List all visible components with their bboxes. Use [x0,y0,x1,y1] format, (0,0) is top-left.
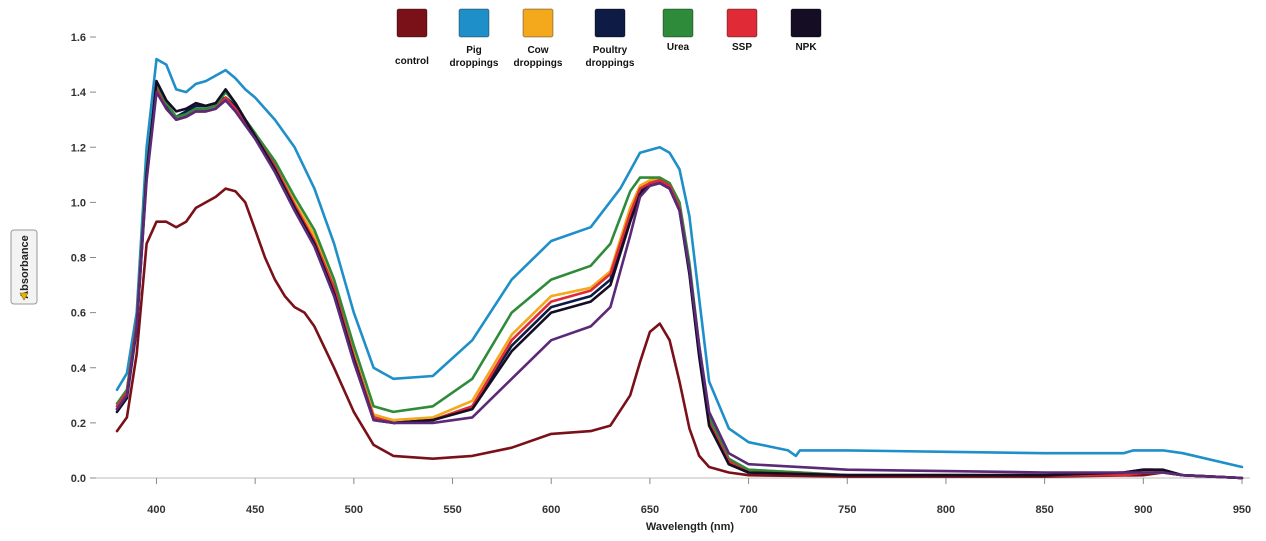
x-tick-label: 900 [1134,504,1152,516]
series-lines [115,57,1244,480]
series-line-7 [115,79,1244,480]
axes: 400 450 500 550 600 650 700 750 800 850 900 950 0.0 0… [71,32,1251,516]
x-tick-label: 800 [937,504,955,516]
x-tick-label: 550 [443,504,461,516]
y-tick-label: 1.0 [71,197,86,209]
x-tick-label: 400 [147,504,165,516]
x-tick-label: 950 [1233,504,1251,516]
x-tick-label: 850 [1035,504,1053,516]
y-axis-title-box: Absorbance [10,229,38,305]
x-tick-label: 500 [345,504,363,516]
y-tick-label: 0.8 [71,253,86,265]
legend-label: control [395,56,429,67]
series-line-8 [115,90,1244,480]
y-tick-label: 1.4 [71,87,87,99]
legend-label: droppings [586,58,635,69]
x-tick-label: 450 [246,504,264,516]
y-axis-title: Absorbance [19,235,31,299]
y-tick-label: 0.4 [71,363,87,375]
y-tick-label: 1.2 [71,142,86,154]
legend: control Pig droppings Cow droppings Poultry dr… [395,8,822,69]
legend-swatch [726,8,758,38]
x-tick-label: 700 [739,504,757,516]
legend-swatch [396,8,428,38]
x-tick-label: 650 [641,504,659,516]
legend-swatch [594,8,626,38]
y-tick-label: 0.6 [71,308,86,320]
legend-label: NPK [795,42,817,53]
legend-swatch [662,8,694,38]
legend-swatch [522,8,554,38]
x-axis-title: Wavelength (nm) [646,521,735,533]
legend-label: Poultry [593,45,628,56]
x-tick-label: 600 [542,504,560,516]
y-tick-label: 0.2 [71,418,86,430]
y-tick-label: 0.0 [71,473,86,485]
series-line-1 [115,187,1244,480]
legend-label: droppings [450,58,499,69]
legend-swatch [790,8,822,38]
legend-label: droppings [514,58,563,69]
series-line-2 [115,57,1244,469]
legend-label: Pig [466,45,482,56]
legend-label: SSP [732,42,752,53]
legend-swatch [458,8,490,38]
legend-label: Urea [667,42,690,53]
legend-label: Cow [527,45,548,56]
warning-icon [19,292,29,301]
y-tick-label: 1.6 [71,32,86,44]
x-tick-label: 750 [838,504,856,516]
